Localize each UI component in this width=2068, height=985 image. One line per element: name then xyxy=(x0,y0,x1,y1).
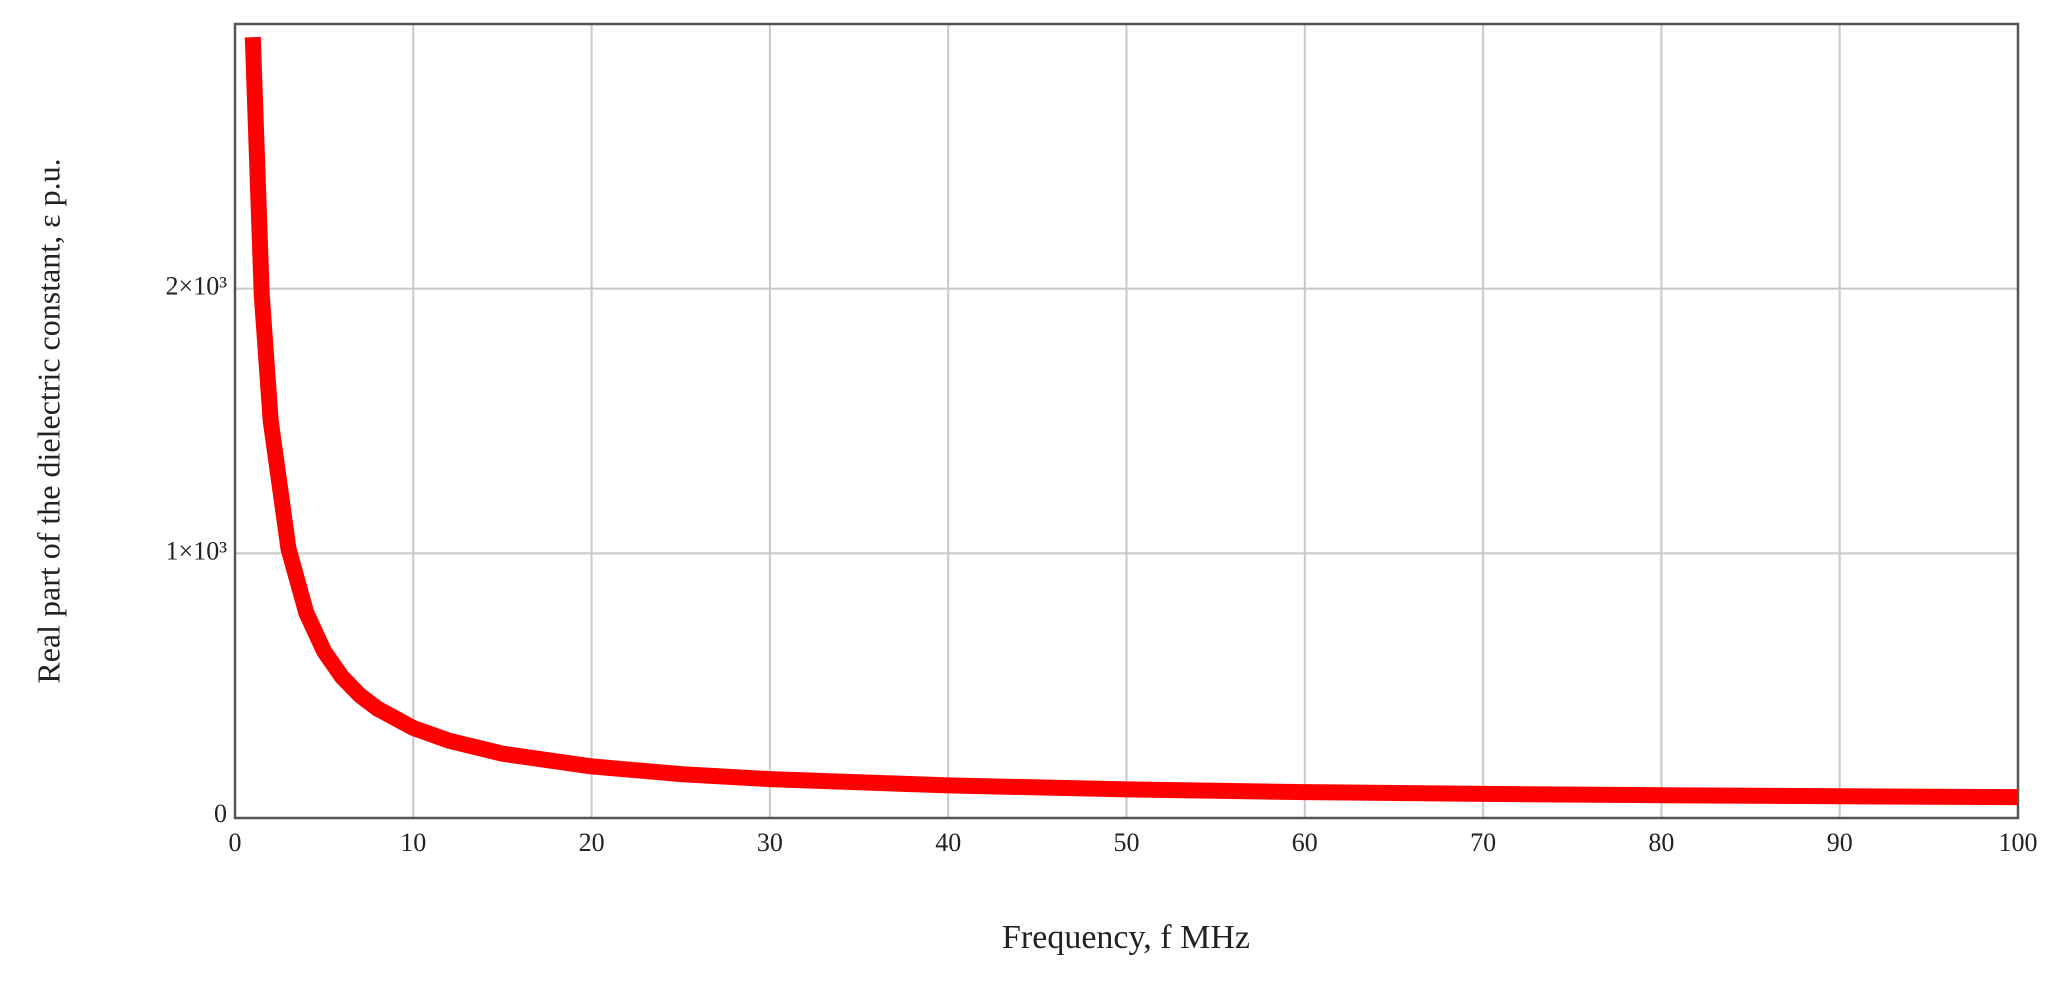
y-tick-label: 1×10³ xyxy=(166,536,228,565)
x-tick-label: 60 xyxy=(1292,828,1318,857)
x-tick-label: 80 xyxy=(1648,828,1674,857)
plot-area xyxy=(244,36,2018,806)
x-tick-label: 10 xyxy=(400,828,426,857)
x-tick-label: 50 xyxy=(1114,828,1140,857)
x-tick-label: 30 xyxy=(757,828,783,857)
x-axis-title: Frequency, f MHz xyxy=(1002,919,1250,956)
x-tick-label: 0 xyxy=(229,828,242,857)
y-axis-title: Real part of the dielectric constant, ε … xyxy=(30,158,66,683)
x-tick-label: 20 xyxy=(579,828,605,857)
plot-frame xyxy=(233,22,2020,820)
x-tick-label: 40 xyxy=(935,828,961,857)
x-tick-label: 90 xyxy=(1827,828,1853,857)
y-tick-label: 0 xyxy=(214,799,227,828)
y-tick-label: 2×10³ xyxy=(166,272,228,301)
data-line xyxy=(244,36,2018,806)
x-tick-label: 100 xyxy=(1999,828,2038,857)
x-tick-label: 70 xyxy=(1470,828,1496,857)
